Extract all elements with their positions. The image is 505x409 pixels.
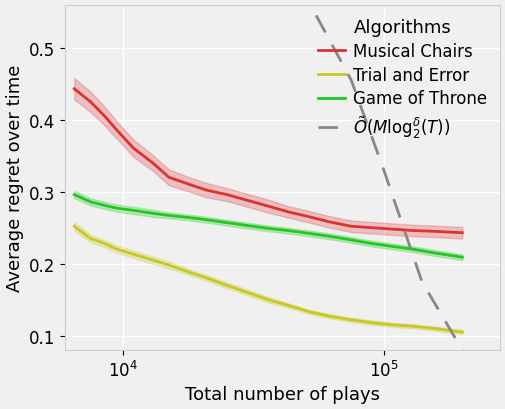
Line: Trial and Error: Trial and Error [74,227,462,332]
Game of Throne [114,206,120,211]
Musical Chairs [244,198,250,203]
Line: Game of Throne: Game of Throne [74,195,462,258]
Game of Throne [71,193,77,198]
Musical Chairs [389,227,395,232]
Line: $\tilde{O}(M\mathrm{log}_2^{\delta}(T))$: $\tilde{O}(M\mathrm{log}_2^{\delta}(T))$ [316,16,493,409]
Trial and Error [459,330,465,335]
Musical Chairs [204,189,210,193]
Game of Throne [368,241,374,246]
Musical Chairs [410,229,416,234]
Game of Throne [149,211,156,216]
Trial and Error [102,241,108,246]
Game of Throne [430,251,436,256]
Trial and Error [204,276,210,281]
Game of Throne [166,213,172,218]
Musical Chairs [71,87,77,92]
Game of Throne [389,244,395,249]
Musical Chairs [368,226,374,231]
Trial and Error [131,252,137,257]
Trial and Error [347,318,354,323]
Musical Chairs [131,147,137,152]
Musical Chairs [326,220,332,225]
Game of Throne [186,216,192,220]
Trial and Error [186,270,192,275]
Game of Throne [244,224,250,229]
Game of Throne [131,209,137,213]
X-axis label: Total number of plays: Total number of plays [185,386,380,403]
Game of Throne [204,218,210,222]
Trial and Error [285,303,291,308]
Musical Chairs [285,210,291,215]
Game of Throne [306,231,312,236]
$\tilde{O}(M\mathrm{log}_2^{\delta}(T))$ [418,279,424,284]
Trial and Error [87,236,93,241]
Musical Chairs [186,182,192,187]
Musical Chairs [430,229,436,234]
Trial and Error [326,314,332,319]
Game of Throne [326,234,332,239]
Game of Throne [410,247,416,252]
Trial and Error [430,326,436,331]
Line: Musical Chairs: Musical Chairs [74,90,462,233]
Musical Chairs [265,204,271,209]
$\tilde{O}(M\mathrm{log}_2^{\delta}(T))$ [347,79,354,83]
Game of Throne [347,238,354,243]
Game of Throne [265,227,271,231]
Trial and Error [410,324,416,329]
$\tilde{O}(M\mathrm{log}_2^{\delta}(T))$ [380,168,386,173]
Musical Chairs [102,115,108,119]
Trial and Error [71,224,77,229]
Trial and Error [166,263,172,268]
Trial and Error [244,290,250,295]
Trial and Error [149,258,156,263]
$\tilde{O}(M\mathrm{log}_2^{\delta}(T))$ [313,14,319,19]
Game of Throne [102,203,108,208]
Musical Chairs [166,175,172,180]
Musical Chairs [347,224,354,229]
Trial and Error [223,283,229,288]
Trial and Error [265,297,271,302]
Game of Throne [459,255,465,260]
Trial and Error [306,310,312,315]
Game of Throne [87,200,93,205]
$\tilde{O}(M\mathrm{log}_2^{\delta}(T))$ [459,348,465,353]
Legend: Musical Chairs, Trial and Error, Game of Throne, $\tilde{O}(M\mathrm{log}_2^{\de: Musical Chairs, Trial and Error, Game of… [313,14,491,145]
Trial and Error [368,321,374,326]
Trial and Error [114,247,120,252]
Game of Throne [223,221,229,226]
Musical Chairs [459,231,465,236]
Musical Chairs [306,215,312,220]
Musical Chairs [114,129,120,134]
Y-axis label: Average regret over time: Average regret over time [6,65,24,291]
Trial and Error [389,323,395,328]
Game of Throne [285,229,291,234]
Musical Chairs [223,193,229,198]
Musical Chairs [87,100,93,105]
Musical Chairs [149,161,156,166]
